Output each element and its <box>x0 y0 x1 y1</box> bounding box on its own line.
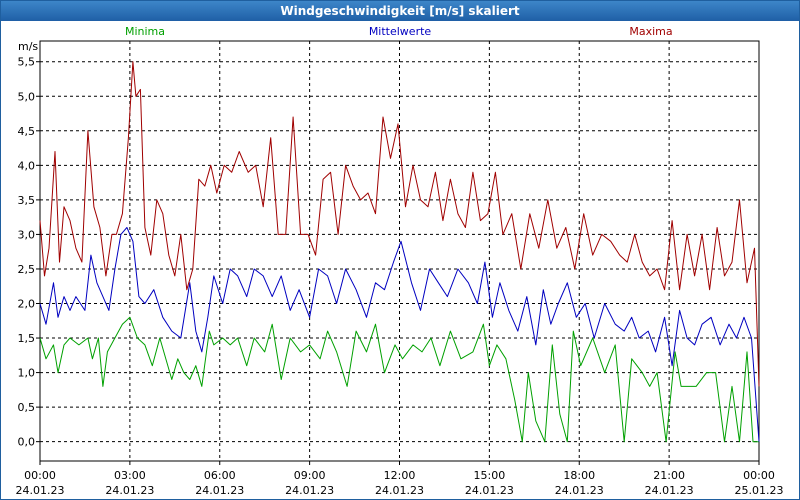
series-layer <box>39 61 760 443</box>
series-line-mittelwerte <box>39 227 760 442</box>
x-tick-time: 00:00 <box>743 469 775 482</box>
x-tick-date: 24.01.23 <box>285 484 334 497</box>
x-tick-time: 12:00 <box>384 469 416 482</box>
y-tick-label: 2,5 <box>18 263 36 276</box>
chart-title: Windgeschwindigkeit [m/s] skaliert <box>1 1 799 21</box>
y-tick-label: 2,0 <box>18 298 36 311</box>
x-tick-time: 21:00 <box>653 469 685 482</box>
x-tick-date: 25.01.23 <box>735 484 784 497</box>
x-tick-time: 09:00 <box>294 469 326 482</box>
x-tick-time: 18:00 <box>563 469 595 482</box>
x-tick-time: 06:00 <box>204 469 236 482</box>
x-tick-date: 24.01.23 <box>465 484 514 497</box>
x-tick-time: 15:00 <box>474 469 506 482</box>
y-tick-label: 1,5 <box>18 332 36 345</box>
series-line-maxima <box>39 61 760 387</box>
y-tick-label: 5,5 <box>18 56 36 69</box>
y-tick-label: 0,0 <box>18 436 36 449</box>
y-axis-label: m/s <box>18 40 38 53</box>
y-tick-label: 3,5 <box>18 194 36 207</box>
x-axis-ticks: 00:00 24.01.23 03:00 24.01.23 06:00 24.01.23 0… <box>16 461 784 497</box>
legend-minima: Minima <box>125 25 165 38</box>
x-tick-date: 24.01.23 <box>555 484 604 497</box>
x-tick-date: 24.01.23 <box>105 484 154 497</box>
x-tick-date: 24.01.23 <box>645 484 694 497</box>
y-tick-label: 4,5 <box>18 125 36 138</box>
x-tick-date: 24.01.23 <box>195 484 244 497</box>
y-tick-label: 4,0 <box>18 159 36 172</box>
x-tick-date: 24.01.23 <box>16 484 65 497</box>
y-tick-label: 5,0 <box>18 90 36 103</box>
chart-grid <box>40 41 759 461</box>
y-tick-label: 1,0 <box>18 367 36 380</box>
x-tick-date: 24.01.23 <box>375 484 424 497</box>
y-axis-ticks: 0,0 0,5 1,0 1,5 2,0 2,5 3,0 3,5 4,0 4,5 5,0 5,5 <box>18 56 40 449</box>
legend-maxima: Maxima <box>629 25 672 38</box>
x-tick-time: 00:00 <box>24 469 56 482</box>
x-tick-time: 03:00 <box>114 469 146 482</box>
series-line-minima <box>39 316 759 443</box>
legend-mittelwerte: Mittelwerte <box>369 25 432 38</box>
y-tick-label: 0,5 <box>18 401 36 414</box>
y-tick-label: 3,0 <box>18 228 36 241</box>
legend: Minima Mittelwerte Maxima <box>125 25 673 38</box>
